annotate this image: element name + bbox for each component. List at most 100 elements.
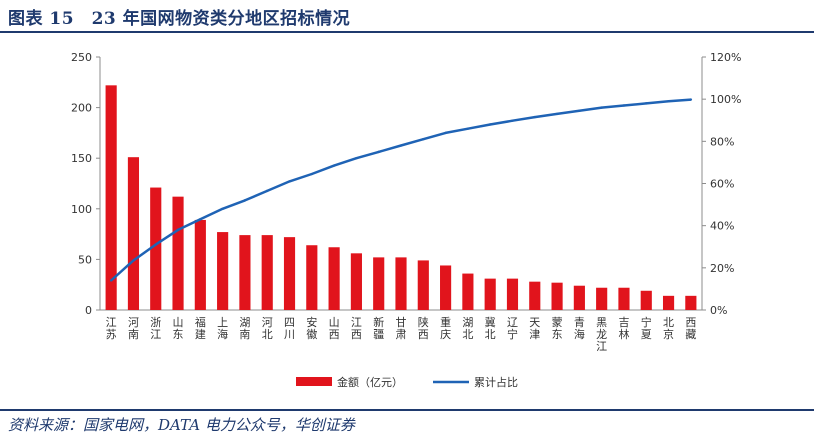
line-series (109, 98, 693, 282)
line-point (176, 228, 180, 232)
source-rule (0, 409, 814, 411)
right-tick-label: 100% (710, 93, 741, 106)
line-point (488, 123, 492, 126)
bar (217, 232, 229, 310)
category-label: 天津 (529, 316, 540, 341)
line-point (422, 138, 425, 141)
line-point (645, 102, 648, 105)
category-label: 江苏 (106, 316, 117, 341)
bar (373, 257, 385, 310)
line-point (243, 199, 247, 202)
right-tick-label: 80% (710, 135, 734, 148)
line-point (355, 157, 358, 160)
title-rule (0, 31, 814, 33)
bar (529, 281, 541, 310)
category-label: 甘肃 (396, 316, 407, 341)
bar-series (105, 85, 697, 310)
category-label: 湖北 (462, 316, 473, 341)
line-point (221, 207, 224, 210)
right-tick-label: 20% (710, 262, 734, 275)
left-tick-label: 200 (71, 102, 92, 115)
left-tick-label: 50 (78, 253, 92, 266)
bar (306, 245, 318, 310)
bar (484, 278, 496, 310)
category-label: 湖南 (239, 316, 250, 341)
bar (417, 260, 429, 310)
bar (506, 278, 519, 310)
category-label: 青海 (574, 316, 585, 341)
line-point (399, 144, 403, 147)
bar (440, 265, 452, 310)
category-label: 山西 (329, 316, 340, 341)
bar (640, 290, 652, 310)
category-label: 黑龙江 (596, 316, 607, 353)
category-label: 浙江 (150, 316, 161, 341)
line-point (555, 112, 559, 116)
bar (283, 237, 296, 310)
line-point (600, 106, 603, 109)
category-label: 吉林 (618, 316, 629, 341)
line-point (466, 127, 470, 130)
legend-bar-label: 金额（亿元） (337, 375, 403, 389)
category-label: 重庆 (440, 315, 451, 341)
bar (261, 235, 273, 310)
bar (194, 219, 206, 310)
line-point (689, 98, 693, 101)
category-label: 安徽 (306, 315, 317, 341)
category-label: 河南 (128, 316, 139, 341)
bar (172, 196, 184, 310)
bar (618, 287, 630, 310)
left-tick-label: 100 (71, 203, 92, 216)
category-label: 冀北 (485, 315, 496, 341)
line-point (511, 119, 514, 122)
bar (573, 285, 585, 310)
bar (685, 295, 697, 310)
line-point (310, 172, 314, 176)
line-point (154, 243, 157, 246)
right-tick-label: 120% (710, 51, 741, 64)
category-label: 福建 (195, 315, 206, 341)
line-point (667, 100, 670, 103)
category-label: 江西 (351, 316, 362, 341)
category-label: 陕西 (418, 315, 429, 341)
chart-legend: 金额（亿元） 累计占比 (296, 375, 518, 389)
category-label: 山东 (173, 316, 184, 341)
right-tick-label: 0% (710, 304, 727, 317)
category-label: 蒙东 (552, 316, 563, 341)
line-point (266, 189, 269, 193)
category-label: 四川 (284, 316, 295, 341)
right-tick-label: 60% (710, 178, 734, 191)
category-label: 西藏 (685, 316, 696, 341)
bar (105, 85, 117, 310)
bar (328, 247, 340, 310)
left-tick-label: 250 (71, 51, 92, 64)
category-label: 北京 (663, 316, 674, 341)
left-tick-label: 150 (71, 152, 92, 165)
chart-canvas: 0 50 100 150 200 250 0% 20% 40% 60% 80% 100% 120% 江苏… (71, 51, 741, 389)
category-labels: 江苏河南浙江山东福建上海湖南河北四川安徽山西江西新疆甘肃陕西重庆湖北冀北辽宁天津… (106, 315, 697, 353)
category-label: 新疆 (373, 315, 384, 341)
bar (395, 257, 407, 310)
line-point (132, 259, 135, 262)
bar (350, 253, 362, 310)
line-point (199, 218, 202, 221)
line-point (578, 109, 581, 112)
bar (662, 295, 675, 310)
bar (127, 157, 140, 310)
bar (239, 235, 251, 310)
right-tick-label: 40% (710, 220, 734, 233)
source-note: 资料来源：国家电网，DATA 电力公众号，华创证券 (8, 416, 355, 434)
figure-title: 图表 15 23 年国网物资类分地区招标情况 (8, 9, 351, 29)
category-label: 辽宁 (507, 316, 518, 341)
bar (551, 282, 563, 310)
line-point (288, 180, 291, 183)
line-point (332, 164, 336, 167)
legend-bar-swatch (296, 377, 332, 386)
line-point (622, 104, 626, 107)
line-point (444, 131, 447, 135)
left-tick-label: 0 (85, 304, 92, 317)
line-point (533, 115, 536, 119)
bar (462, 273, 474, 310)
line-point (377, 150, 380, 154)
bar (150, 187, 162, 310)
